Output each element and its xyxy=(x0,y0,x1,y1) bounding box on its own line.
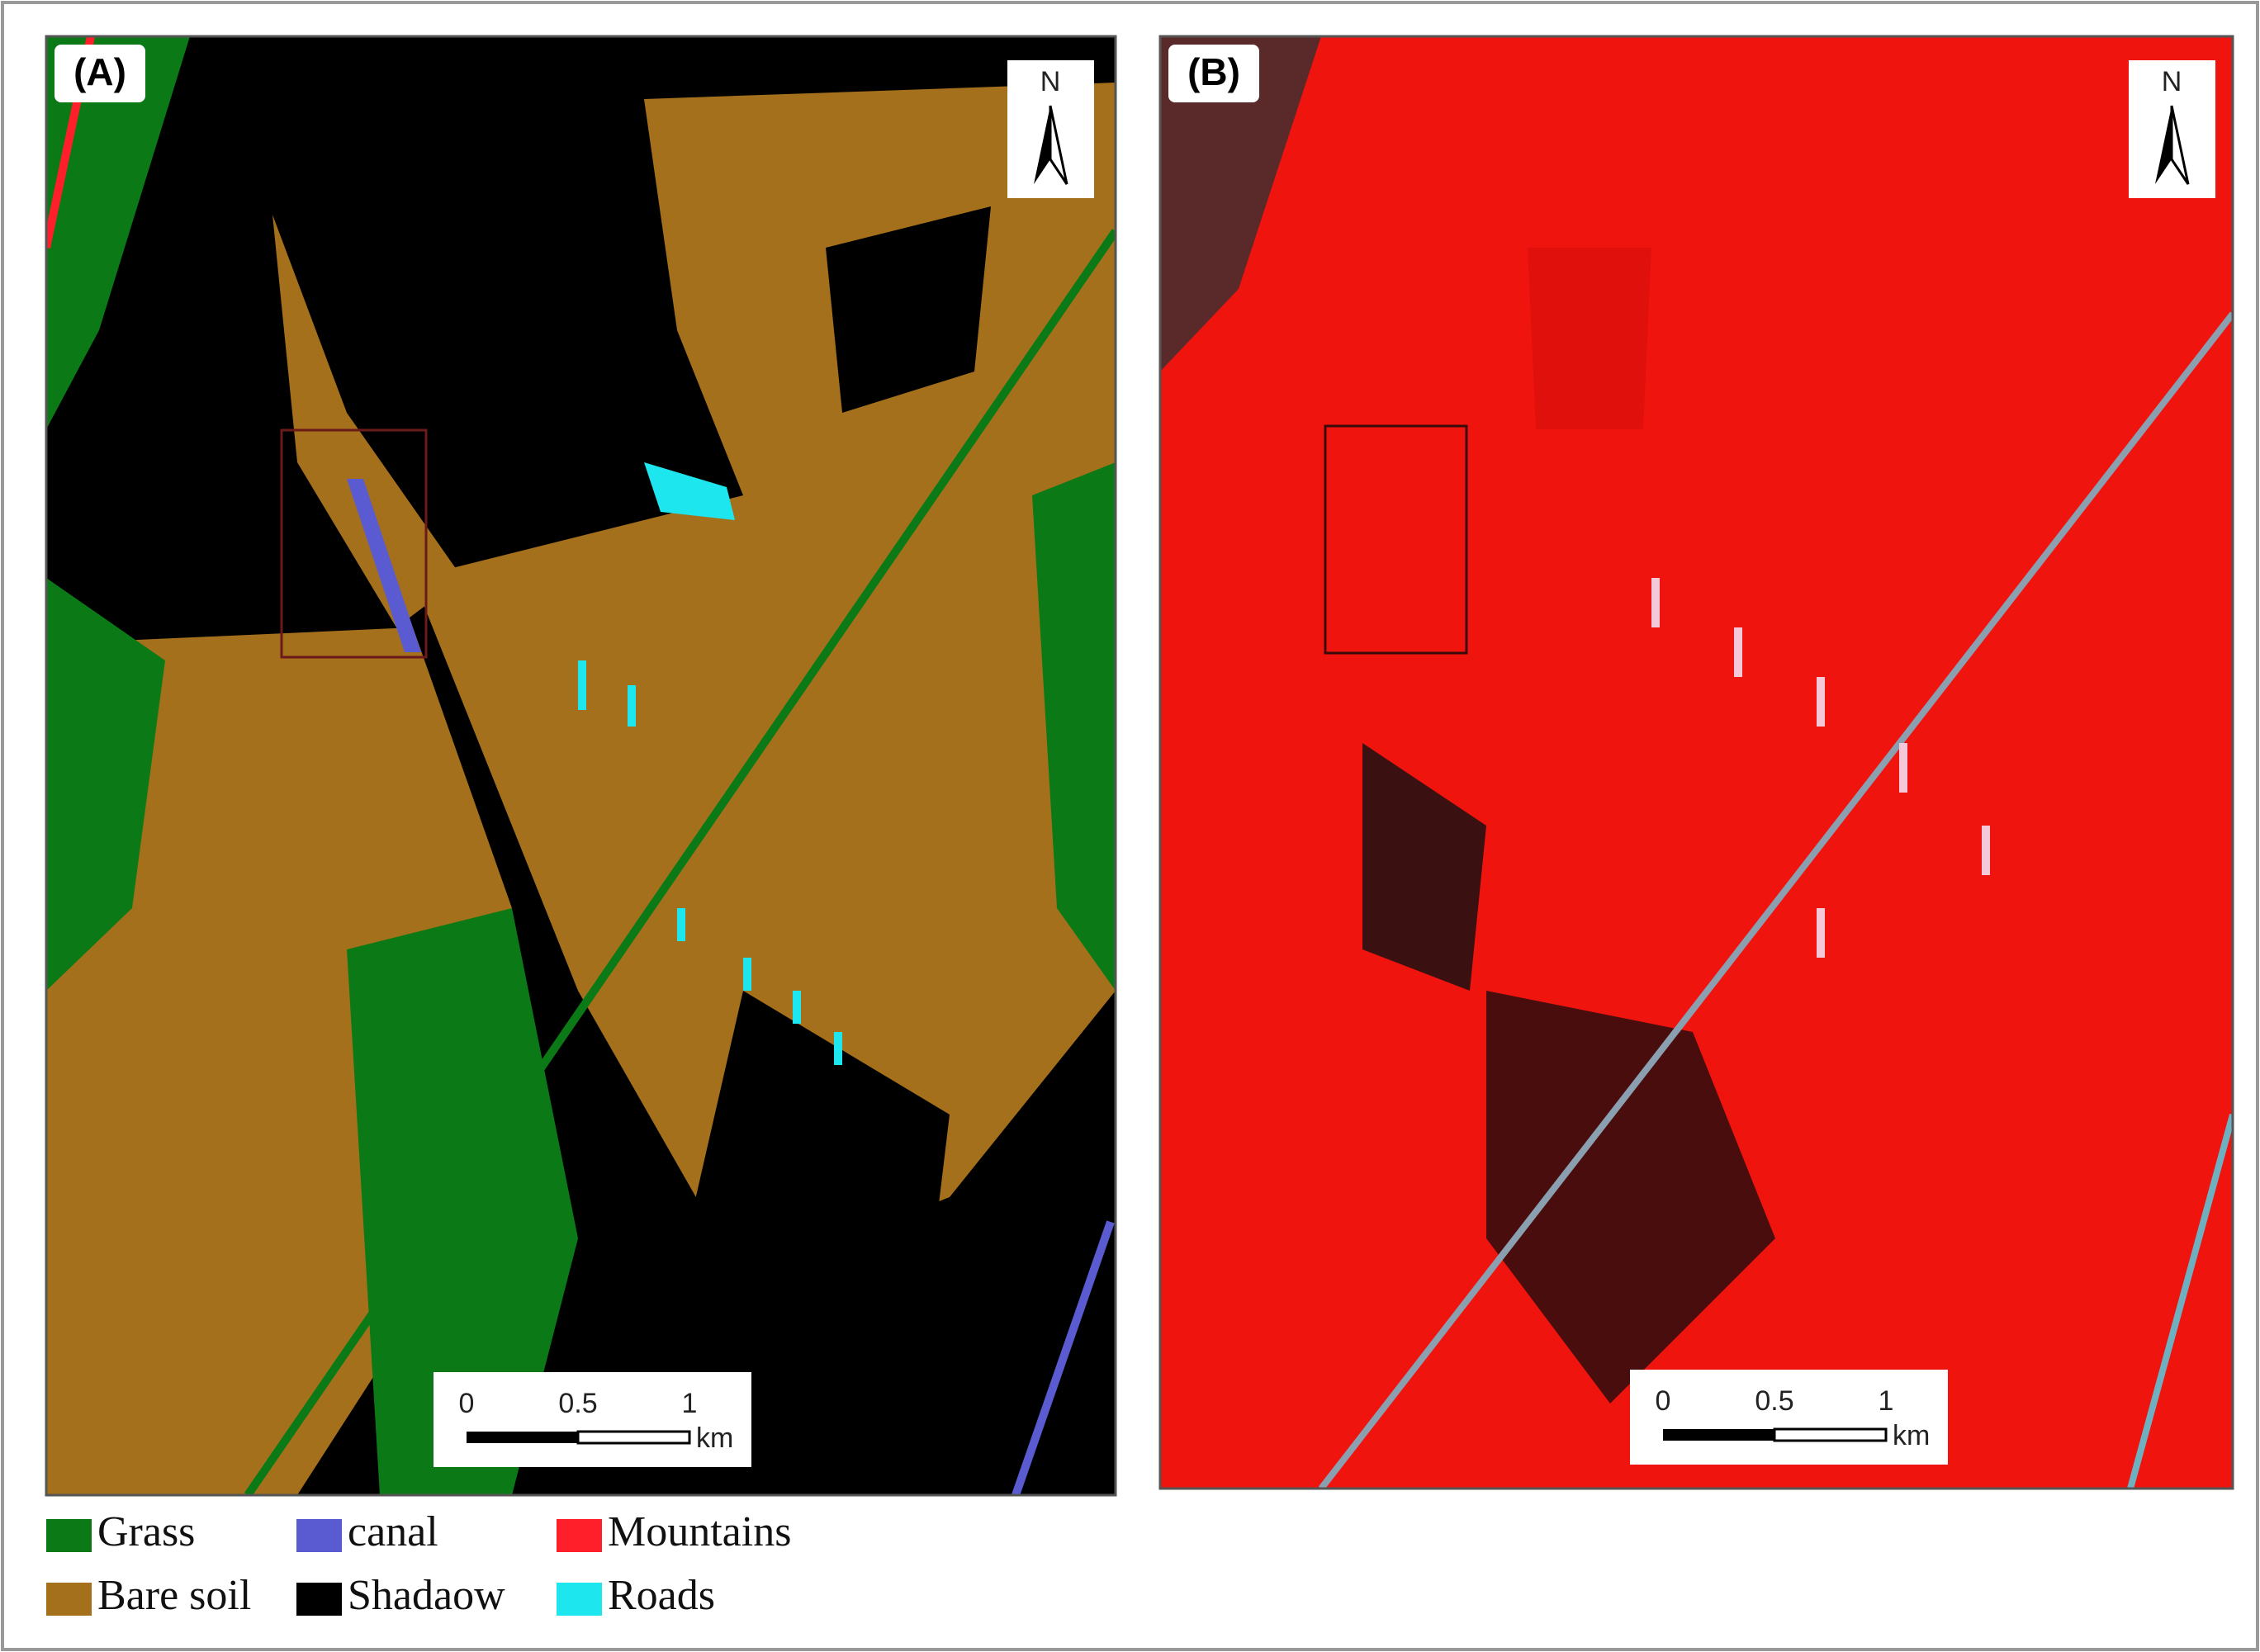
legend-label: Roads xyxy=(608,1572,715,1619)
legend-swatch xyxy=(46,1519,92,1552)
legend-swatch xyxy=(296,1519,342,1552)
focus-box xyxy=(1324,424,1468,655)
panel-label: (B) xyxy=(1187,50,1240,93)
north-label: N xyxy=(2162,66,2182,97)
scale-tick-label: 0.5 xyxy=(558,1388,597,1419)
north-label: N xyxy=(1040,66,1061,97)
scale-unit: km xyxy=(696,1422,733,1454)
legend-swatch xyxy=(557,1519,602,1552)
scale-bar xyxy=(1773,1427,1888,1442)
classified-map xyxy=(46,36,1116,1495)
legend-label: Shadaow xyxy=(348,1572,505,1619)
north-arrow xyxy=(2170,105,2190,185)
panel-label-box xyxy=(1168,45,1259,102)
focus-box xyxy=(280,428,428,659)
panel-label-box xyxy=(54,45,145,102)
satellite-image xyxy=(1160,36,2233,1489)
scale-bar-box xyxy=(1630,1370,1948,1465)
scale-tick-label: 0.5 xyxy=(1755,1385,1793,1417)
panel-frame xyxy=(45,35,1117,1497)
legend-swatch xyxy=(46,1583,92,1616)
scale-tick-label: 1 xyxy=(682,1388,698,1419)
legend-label: Mountains xyxy=(608,1508,791,1555)
scale-tick-label: 1 xyxy=(1879,1385,1894,1417)
legend-swatch xyxy=(557,1583,602,1616)
panel-label: (A) xyxy=(73,50,126,93)
north-arrow xyxy=(1049,105,1068,185)
panel-frame xyxy=(1158,35,2234,1490)
scale-unit: km xyxy=(1893,1420,1930,1451)
north-arrow xyxy=(1034,106,1050,184)
legend-label: canal xyxy=(348,1508,438,1555)
scale-tick-label: 0 xyxy=(1656,1385,1671,1417)
legend-label: Grass xyxy=(97,1508,195,1555)
scale-bar xyxy=(576,1430,691,1445)
north-arrow xyxy=(2155,106,2172,184)
scale-tick-label: 0 xyxy=(459,1388,475,1419)
scale-bar-box xyxy=(434,1372,751,1467)
legend-label: Bare soil xyxy=(97,1572,251,1619)
legend-swatch xyxy=(296,1583,342,1616)
scale-bar xyxy=(1663,1429,1774,1441)
scale-bar xyxy=(467,1432,578,1443)
